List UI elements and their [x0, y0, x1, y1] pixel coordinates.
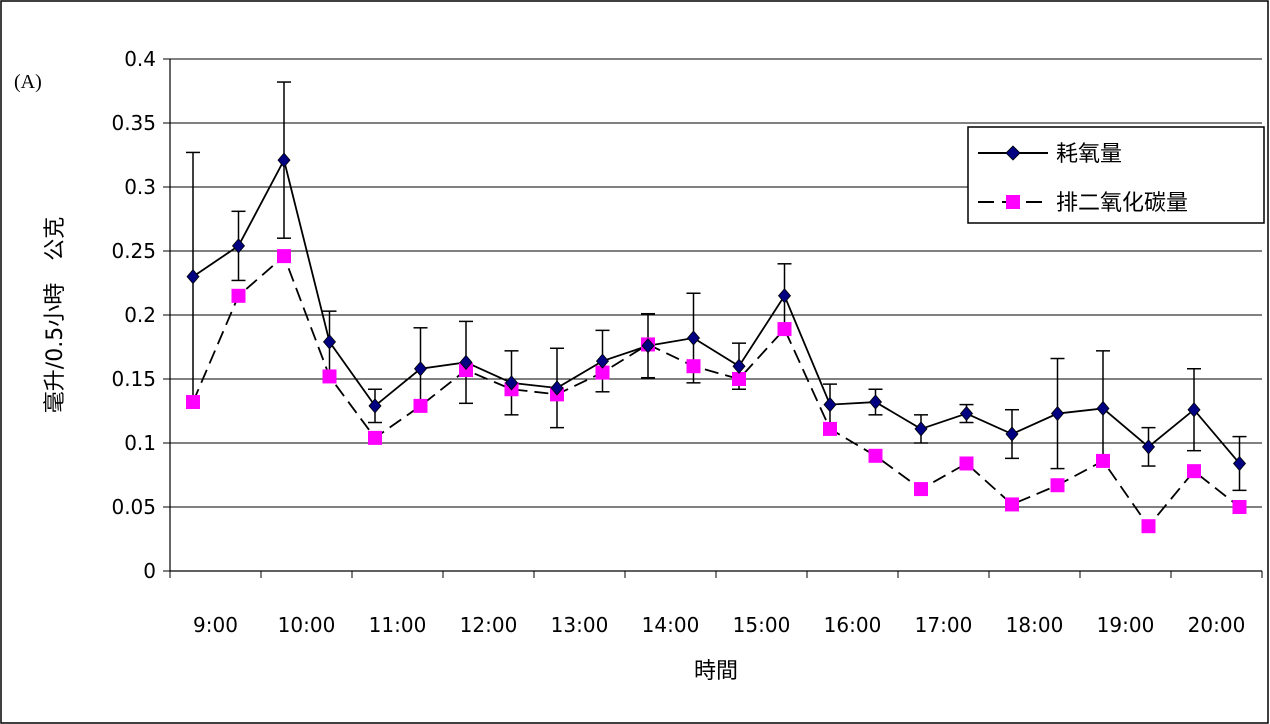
oxygen-point — [868, 394, 883, 410]
oxygen-point — [823, 396, 837, 413]
oxygen-point — [732, 358, 746, 374]
y-tick-label: 0.3 — [124, 175, 156, 199]
co2-point — [1232, 500, 1247, 514]
x-tick-label: 20:00 — [1188, 613, 1246, 637]
x-tick-label: 12:00 — [460, 613, 518, 637]
co2-point — [1005, 497, 1019, 512]
x-tick-label: 19:00 — [1097, 613, 1155, 637]
oxygen-point — [231, 238, 246, 254]
x-tick-label: 18:00 — [1006, 613, 1064, 637]
oxygen-point — [777, 288, 792, 304]
x-tick-label: 13:00 — [551, 613, 609, 637]
co2-point — [777, 322, 792, 337]
y-tick-label: 0.05 — [111, 495, 156, 519]
co2-point — [959, 456, 974, 471]
co2-series-line — [192, 254, 1241, 528]
x-tick-label: 17:00 — [915, 613, 973, 637]
oxygen-point — [686, 330, 701, 346]
oxygen-point — [459, 354, 473, 370]
co2-point — [322, 369, 337, 384]
oxygen-point — [1096, 400, 1110, 417]
co2-point — [686, 359, 701, 374]
co2-point — [1050, 478, 1065, 493]
x-tick-label: 10:00 — [278, 613, 336, 637]
y-tick-label: 0.4 — [124, 47, 156, 71]
oxygen-point — [914, 421, 928, 437]
x-tick-label: 16:00 — [824, 613, 882, 637]
co2-point — [413, 398, 428, 413]
co2-point — [595, 365, 610, 380]
co2-point — [231, 288, 246, 303]
co2-point — [186, 395, 200, 410]
series-layer — [186, 81, 1247, 534]
oxygen-point — [322, 334, 337, 350]
y-tick-label: 0.25 — [111, 239, 156, 263]
legend-label-co2: 排二氧化碳量 — [1056, 191, 1188, 216]
oxygen-point — [641, 338, 655, 354]
oxygen-point — [1050, 405, 1065, 422]
oxygen-point — [277, 152, 291, 168]
x-tick-label: 9:00 — [193, 613, 238, 637]
oxygen-point — [504, 375, 519, 391]
oxygen-point — [368, 398, 382, 414]
co2-point — [732, 372, 746, 386]
x-tick-label: 15:00 — [733, 613, 791, 637]
y-axis-title: 毫升/0.5小時 公克 — [43, 217, 68, 413]
legend-swatch-oxygen-marker — [1005, 145, 1021, 161]
co2-point — [868, 448, 883, 463]
co2-point — [914, 482, 928, 497]
co2-point — [1187, 464, 1201, 479]
y-tick-label: 0 — [143, 559, 156, 583]
y-tick-label: 0.2 — [124, 303, 156, 327]
oxygen-point — [595, 353, 610, 369]
oxygen-point — [1232, 455, 1247, 472]
y-tick-label: 0.35 — [111, 111, 156, 135]
panel-label: (A) — [14, 71, 42, 93]
legend-label-oxygen: 耗氧量 — [1056, 142, 1122, 167]
grid — [170, 58, 1262, 508]
oxygen-series-line — [192, 157, 1241, 465]
oxygen-point — [959, 405, 974, 422]
oxygen-point — [413, 361, 428, 377]
oxygen-point — [1141, 439, 1156, 455]
oxygen-point — [186, 268, 200, 285]
axes: 0 0.05 0.1 0.15 0.2 0.25 0.3 0.35 0.4 9:00 10:00 11… — [111, 47, 1263, 637]
oxygen-point — [1005, 426, 1019, 442]
co2-point — [277, 249, 291, 264]
oxygen-point — [1187, 402, 1201, 418]
co2-point — [1096, 453, 1110, 468]
x-tick-label: 14:00 — [642, 613, 700, 637]
legend: 耗氧量 排二氧化碳量 — [967, 126, 1265, 224]
x-axis-title: 時間 — [694, 659, 738, 684]
co2-point — [459, 363, 473, 378]
y-tick-label: 0.15 — [111, 367, 156, 391]
legend-swatch-co2-marker — [1006, 195, 1020, 209]
x-tick-label: 11:00 — [369, 613, 427, 637]
co2-point — [1141, 519, 1156, 534]
co2-point — [368, 430, 382, 445]
oxygen-point — [550, 380, 564, 396]
co2-point — [823, 421, 837, 436]
y-tick-label: 0.1 — [124, 431, 156, 455]
